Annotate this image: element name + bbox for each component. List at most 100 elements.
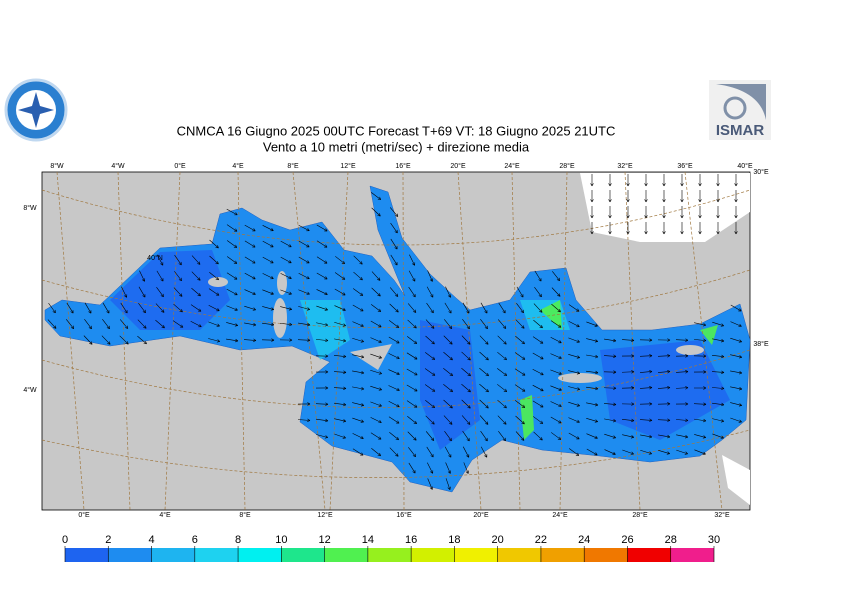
wind-arrow-head (502, 310, 506, 314)
wind-arrow (370, 417, 382, 423)
wind-arrow (445, 286, 451, 298)
wind-arrow-head (325, 338, 329, 343)
colorbar-segment (670, 548, 714, 562)
wind-arrow-head (360, 323, 364, 327)
wind-arrow (479, 335, 489, 345)
wind-arrow-head (576, 387, 581, 391)
lon-label: 4°E (232, 162, 244, 170)
wind-arrow (353, 255, 363, 265)
wind-arrow (550, 353, 562, 359)
colorbar-segment (497, 548, 541, 562)
wind-arrow (639, 371, 653, 373)
wind-arrow (174, 271, 182, 281)
wind-arrow (568, 448, 580, 456)
wind-arrow-head (430, 454, 434, 458)
wind-arrow-head (557, 308, 561, 313)
wind-arrow (658, 434, 670, 438)
wind-arrow-head (595, 370, 599, 375)
wind-arrow (174, 254, 182, 266)
wind-arrow (694, 449, 706, 455)
wind-arrow-head (644, 215, 648, 219)
wind-arrow-head (521, 437, 525, 441)
wind-arrow-head (52, 309, 56, 314)
wind-arrow-head (484, 454, 488, 458)
wind-arrow (406, 368, 418, 376)
wind-arrow-head (590, 215, 594, 219)
wind-arrow-head (143, 340, 147, 345)
wind-arrow (244, 224, 256, 232)
wind-arrow (226, 240, 238, 248)
wind-arrow-head (53, 325, 57, 329)
wind-arrow (407, 336, 417, 344)
wind-arrow (334, 402, 346, 406)
wind-arrow (120, 302, 128, 314)
colorbar-segment (151, 548, 195, 562)
wind-arrow (388, 336, 400, 344)
wind-arrow (604, 433, 616, 439)
wind-arrow-head (252, 307, 256, 311)
wind-arrow-head (360, 452, 364, 456)
wind-arrow-head (662, 199, 666, 203)
colorbar-segment (367, 548, 412, 562)
wind-arrow (280, 322, 292, 326)
wind-arrow-head (667, 354, 671, 358)
wind-arrow-head (288, 260, 292, 264)
colorbar-label: 20 (492, 534, 504, 546)
wind-arrow-head (734, 231, 738, 235)
wind-arrow (388, 385, 400, 391)
wind-arrow-head (685, 386, 689, 390)
wind-arrow-head (233, 228, 238, 232)
wind-arrow-head (161, 324, 165, 329)
wind-arrow-head (377, 196, 382, 200)
wind-arrow (280, 273, 292, 279)
lon-label: 8°W (50, 162, 64, 170)
wind-arrow-head (540, 356, 544, 360)
wind-arrow-head (378, 355, 382, 359)
wind-arrow-head (396, 387, 400, 391)
wind-arrow-head (521, 421, 525, 425)
wind-arrow (298, 322, 310, 326)
wind-arrow-head (360, 386, 365, 391)
wind-arrow (534, 270, 542, 282)
wind-arrow-head (631, 402, 635, 406)
wind-arrow-head (485, 421, 489, 425)
wind-arrow-head (702, 451, 706, 455)
colorbar-segment (540, 548, 585, 562)
wind-arrow-head (590, 183, 594, 187)
lat-label: 40°N (147, 254, 163, 262)
wind-arrow (657, 371, 671, 373)
wind-arrow (730, 337, 742, 343)
wind-arrow (534, 286, 542, 298)
colorbar-label: 22 (535, 534, 547, 546)
wind-arrow-head (234, 323, 239, 327)
wind-arrow-head (360, 355, 365, 359)
wind-arrow-head (576, 403, 580, 407)
wind-arrow (243, 339, 257, 341)
wind-arrow (352, 386, 364, 390)
wind-arrow-head (270, 307, 275, 311)
wind-arrow-head (485, 405, 489, 409)
wind-arrow (371, 207, 381, 217)
wind-arrow (551, 303, 561, 313)
wind-arrow-head (608, 199, 612, 203)
wind-arrow-head (342, 435, 346, 439)
wind-arrow-head (413, 325, 417, 329)
wind-arrow (388, 400, 400, 408)
colorbar-label: 6 (192, 534, 198, 546)
colorbar-label: 14 (362, 534, 374, 546)
wind-arrow-head (630, 435, 635, 439)
wind-arrow-head (253, 338, 257, 342)
colorbar-segment (238, 548, 282, 562)
wind-arrow (315, 403, 329, 405)
wind-arrow (352, 402, 364, 406)
wind-arrow (604, 418, 616, 422)
wind-arrow (209, 271, 219, 281)
wind-arrow-head (252, 260, 256, 264)
wind-arrow-head (161, 309, 165, 313)
wind-arrow (191, 287, 201, 297)
lon-label: 20°E (473, 511, 489, 519)
wind-arrow (586, 448, 598, 456)
wind-arrow-head (738, 403, 743, 407)
wind-arrow (426, 286, 434, 298)
